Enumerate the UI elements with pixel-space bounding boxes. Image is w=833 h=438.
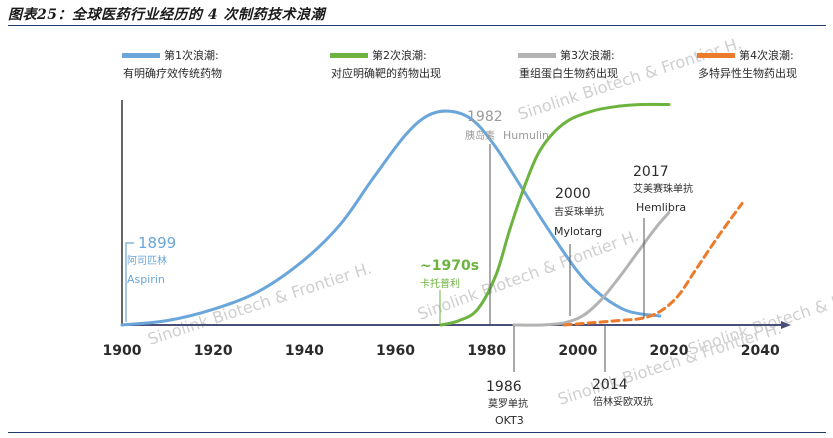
figure-title: 图表25：全球医药行业经历的 4 次制药技术浪潮 [8, 7, 325, 23]
milestone-latin-mylotarg: Mylotarg [554, 225, 602, 238]
axes: 1900 1920 1940 1960 1980 2000 2020 2040 [103, 100, 791, 359]
milestone-name-mylotarg: 吉妥珠单抗 [554, 205, 604, 218]
series-line-3 [512, 211, 671, 327]
series-line-2 [439, 102, 671, 327]
series-layer [120, 102, 744, 327]
milestone-year-mylotarg: 2000 [555, 186, 591, 202]
milestone-latin-hemlibra: Hemlibra [636, 201, 686, 214]
legend-desc-1: 有明确疗效传统药物 [123, 66, 222, 80]
x-tick-1920: 1920 [194, 343, 233, 359]
legend-swatch-4 [697, 53, 735, 58]
milestone-layer: 1899 阿司匹林 Aspirin ~1970s 卡托普利 1982 胰岛素 Humulin 1… [125, 109, 693, 427]
footer-divider [8, 432, 826, 433]
title-divider [8, 25, 826, 26]
x-tick-1980: 1980 [467, 343, 506, 359]
series-line-4 [562, 202, 744, 327]
x-tick-2000: 2000 [558, 343, 597, 359]
x-tick-1900: 1900 [103, 343, 142, 359]
milestone-latin-okt3: OKT3 [495, 414, 524, 427]
watermark-1: Sinolink Biotech & Frontier H. [415, 226, 641, 324]
x-tick-2040: 2040 [741, 343, 780, 359]
milestone-name-aspirin: 阿司匹林 [127, 254, 167, 267]
milestone-name-okt3: 莫罗单抗 [488, 397, 528, 410]
milestone-latin-aspirin: Aspirin [127, 273, 165, 286]
milestone-year-blincyto: 2014 [592, 377, 628, 393]
milestone-year-okt3: 1986 [486, 379, 522, 395]
legend-desc-4: 多特异性生物药出现 [698, 66, 797, 80]
milestone-year-hemlibra: 2017 [633, 164, 669, 180]
x-tick-1960: 1960 [376, 343, 415, 359]
legend-swatch-3 [518, 53, 556, 58]
series-line-1 [120, 109, 662, 327]
milestone-name-humulin: 胰岛素 [465, 129, 495, 142]
milestone-latin-humulin: Humulin [503, 129, 549, 142]
legend: 第1次浪潮: 有明确疗效传统药物 第2次浪潮: 对应明确靶的药物出现 第3次浪潮: 重组蛋… [122, 48, 797, 80]
milestone-name-blincyto: 倍林妥欧双抗 [593, 395, 653, 408]
leader-aspirin [125, 242, 134, 322]
x-tick-1940: 1940 [285, 343, 324, 359]
watermark-0: Sinolink Biotech & Frontier H. [145, 258, 374, 348]
legend-label-1: 第1次浪潮: [164, 48, 219, 62]
milestone-name-hemlibra: 艾美赛珠单抗 [633, 182, 693, 195]
legend-label-4: 第4次浪潮: [739, 48, 794, 62]
legend-desc-2: 对应明确靶的药物出现 [331, 66, 441, 80]
legend-label-2: 第2次浪潮: [372, 48, 427, 62]
milestone-name-captopril: 卡托普利 [420, 277, 460, 290]
legend-swatch-2 [330, 53, 368, 58]
milestone-year-humulin: 1982 [467, 109, 503, 125]
legend-swatch-1 [122, 53, 160, 58]
milestone-year-aspirin: 1899 [138, 234, 176, 252]
legend-label-3: 第3次浪潮: [560, 48, 615, 62]
x-axis-arrow [781, 321, 791, 329]
milestone-year-captopril: ~1970s [420, 258, 479, 274]
x-tick-2020: 2020 [650, 343, 689, 359]
legend-desc-3: 重组蛋白生物药出现 [519, 66, 618, 80]
